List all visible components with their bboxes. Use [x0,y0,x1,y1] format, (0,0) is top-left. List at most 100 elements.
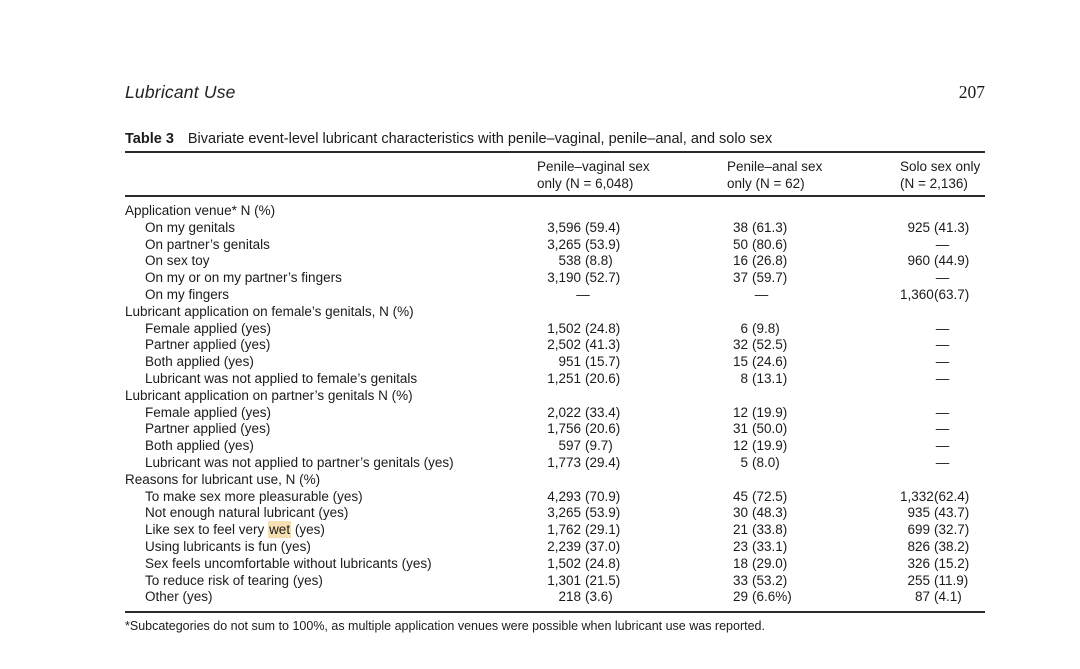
value-cell: — [900,237,985,254]
value-cell: 3,190 (52.7) [537,270,629,287]
table-section-row: Lubricant application on female’s genita… [125,304,985,321]
value-pct: (72.5) [752,488,788,504]
value-n: 29 [732,589,748,605]
no-data-dash: — [576,286,590,302]
value-n: 951 [558,354,581,370]
no-data-dash: — [935,236,950,252]
value-pct: (19.9) [752,438,788,454]
value-cell: 30 (48.3) [727,505,796,522]
value-n: 23 [732,538,748,554]
value-n: 2,502 [547,337,581,353]
value-cell: 16 (26.8) [727,253,796,270]
column-header-line1: Penile–anal sex [727,159,823,174]
value-cell: 218 (3.6) [537,589,629,606]
table-row: To make sex more pleasurable (yes) 4,293(… [125,489,985,506]
value-n: 32 [732,337,748,353]
value-n: 31 [732,421,748,437]
value-n: 87 [914,589,930,605]
value-n: 1,251 [547,370,581,386]
value-cell: 960 (44.9) [900,253,985,270]
value-n: 37 [732,270,748,286]
table-row: Other (yes) 218 (3.6) 29 (6.6%) 87 (4.1) [125,589,985,606]
row-label: Lubricant application on partner’s genit… [125,387,413,403]
row-label: Reasons for lubricant use, N (%) [125,471,321,487]
no-data-dash: — [935,337,950,353]
table-row: On my fingers — — 1,360 (63.7) [125,287,985,304]
value-pct: (8.8) [585,253,613,269]
column-header-solo-sex: Solo sex only (N = 2,136) [900,158,985,192]
row-label: Using lubricants is fun (yes) [145,538,311,554]
table-row: Like sex to feel very wet (yes) 1,762 (29.… [125,521,985,539]
value-n: 326 [907,555,930,571]
row-label: Lubricant was not applied to female’s ge… [145,370,418,386]
value-n: 3,265 [547,236,581,252]
value-n: 960 [907,253,930,269]
value-pct: (26.8) [752,253,788,269]
column-header-line1: Penile–vaginal sex [537,159,650,174]
no-data-dash: — [754,286,769,302]
value-pct: (62.4) [934,488,970,504]
table-row: Both applied (yes) 597 (9.7) 12 (19.9) — [125,438,985,455]
value-pct: (61.3) [752,219,788,235]
value-pct: (24.6) [752,354,788,370]
no-data-dash: — [935,270,950,286]
value-pct: (38.2) [934,538,970,554]
running-head-title: Lubricant Use [125,82,236,102]
table-header-rule [125,195,985,197]
table-bottom-rule [125,611,985,613]
row-label: Application venue* N (%) [125,203,276,218]
row-label: On my fingers [145,286,230,302]
value-pct: (13.1) [752,370,788,386]
value-n: 50 [732,236,748,252]
no-data-dash: — [935,438,950,454]
value-n: 3,596 [547,219,581,235]
value-cell: — [900,455,985,472]
row-label: Female applied (yes) [145,404,272,420]
table-section-row: Application venue* N (%) [125,203,985,220]
table-body: Application venue* N (%) On my genitals 3,… [125,203,985,606]
value-n: 255 [907,572,930,588]
value-cell: 15 (24.6) [727,354,796,371]
value-cell: — [727,287,796,304]
value-cell: 3,265 (53.9) [537,237,629,254]
value-cell: 4,293 (70.9) [537,489,629,506]
row-label: Both applied (yes) [145,354,254,370]
page-number: 207 [958,82,985,102]
column-header-penile-vaginal: Penile–vaginal sex only (N = 6,048) [537,158,727,192]
value-cell: 699 (32.7) [900,522,985,539]
value-n: 8 [740,370,748,386]
value-n: 6 [740,320,748,336]
row-label: On my or on my partner’s fingers [145,270,342,286]
row-label: Both applied (yes) [145,438,254,454]
column-header-line1: Solo sex only [900,159,981,174]
value-cell: 37 (59.7) [727,270,796,287]
value-pct: (53.9) [585,505,621,521]
value-n: 2,022 [547,404,581,420]
value-cell: 50 (80.6) [727,237,796,254]
value-cell: 6 (9.8) [727,321,796,338]
value-cell: 1,332 (62.4) [900,489,985,506]
table-footnote: *Subcategories do not sum to 100%, as mu… [125,619,765,633]
search-highlight: wet [268,521,292,539]
value-pct: (44.9) [934,253,970,269]
value-n: 1,773 [547,454,581,470]
value-pct: (21.5) [585,572,621,588]
row-label: On sex toy [145,253,210,269]
value-cell: 12 (19.9) [727,405,796,422]
value-cell: 925 (41.3) [900,220,985,237]
value-cell: 1,762 (29.1) [537,522,629,539]
value-pct: (53.2) [752,572,788,588]
row-label: To make sex more pleasurable (yes) [145,488,363,504]
value-pct: (32.7) [934,522,970,538]
value-cell: 1,756 (20.6) [537,421,629,438]
value-cell: 826 (38.2) [900,539,985,556]
value-pct: (59.4) [585,219,621,235]
value-cell: 29 (6.6%) [727,589,796,606]
value-cell: 2,239 (37.0) [537,539,629,556]
value-pct: (63.7) [934,286,970,302]
value-cell: 87 (4.1) [900,589,985,606]
row-label: Female applied (yes) [145,320,272,336]
table-header-row: Penile–vaginal sex only (N = 6,048) Peni… [125,158,985,192]
column-header-line2: only (N = 62) [727,176,805,191]
value-pct: (11.9) [934,572,969,588]
